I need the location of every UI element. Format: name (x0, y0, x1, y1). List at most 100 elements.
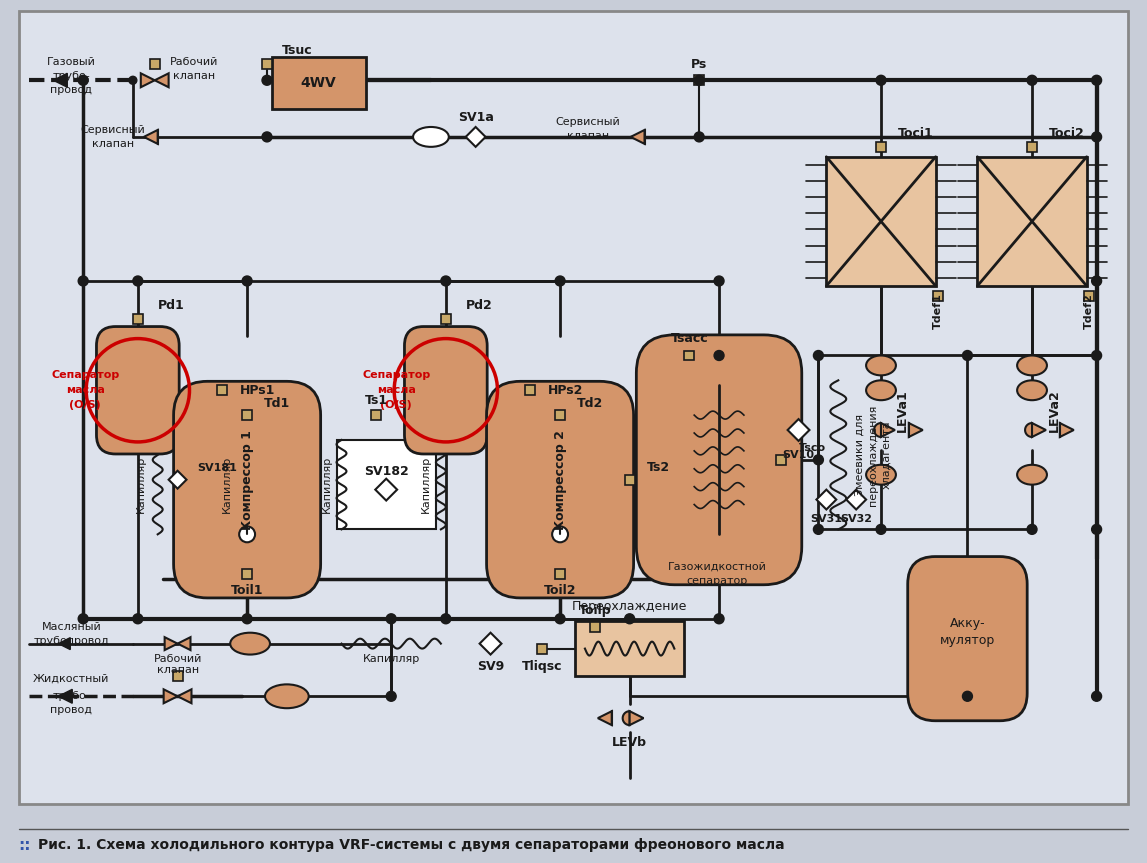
Polygon shape (155, 73, 169, 87)
Circle shape (715, 277, 723, 285)
Circle shape (877, 76, 885, 85)
Bar (242, 410, 252, 420)
Bar (694, 75, 704, 85)
Circle shape (1092, 350, 1101, 361)
Bar (172, 671, 182, 682)
Text: клапан: клапан (567, 131, 609, 141)
Circle shape (440, 614, 451, 624)
Circle shape (1093, 526, 1101, 533)
Bar (933, 291, 943, 301)
Text: Toil2: Toil2 (544, 584, 576, 597)
Text: провод: провод (50, 85, 92, 95)
Text: Toci1: Toci1 (898, 128, 934, 141)
Polygon shape (908, 423, 922, 437)
Text: масла: масла (65, 385, 104, 395)
Circle shape (387, 691, 396, 702)
Ellipse shape (1017, 465, 1047, 485)
Polygon shape (178, 637, 190, 650)
Bar (133, 314, 142, 324)
Text: LEVb: LEVb (612, 736, 647, 749)
Circle shape (556, 614, 564, 623)
Text: Pd2: Pd2 (466, 299, 492, 312)
Text: Tdef2: Tdef2 (1084, 293, 1093, 329)
Circle shape (813, 455, 824, 465)
Bar (575, 620, 685, 677)
Circle shape (133, 276, 142, 286)
FancyBboxPatch shape (637, 335, 802, 585)
Text: (O/S): (O/S) (381, 400, 412, 410)
Bar (685, 350, 694, 361)
Ellipse shape (265, 684, 309, 709)
Text: мулятор: мулятор (939, 634, 996, 647)
Ellipse shape (1017, 381, 1047, 400)
Circle shape (552, 526, 568, 542)
Circle shape (262, 75, 272, 85)
Text: Капилляр: Капилляр (421, 456, 431, 513)
Text: HPs2: HPs2 (548, 384, 584, 397)
Bar (876, 142, 885, 152)
Text: Toil1: Toil1 (231, 584, 264, 597)
Polygon shape (623, 711, 630, 725)
Text: Рабочий: Рабочий (170, 58, 219, 67)
Polygon shape (164, 690, 178, 703)
Text: SV1a: SV1a (458, 110, 493, 123)
Polygon shape (178, 690, 192, 703)
Text: Капилляр: Капилляр (135, 456, 146, 513)
Text: клапан: клапан (173, 72, 216, 81)
Ellipse shape (866, 356, 896, 375)
Text: Газовый: Газовый (47, 58, 95, 67)
Bar (336, 440, 436, 529)
Text: Сепаратор: Сепаратор (50, 370, 119, 381)
Text: Td1: Td1 (264, 397, 290, 410)
Polygon shape (1032, 423, 1046, 437)
Text: Ts1: Ts1 (365, 394, 388, 406)
Polygon shape (631, 130, 645, 144)
Circle shape (134, 277, 142, 285)
Circle shape (1028, 76, 1036, 85)
Text: Переохлаждение: Переохлаждение (572, 601, 687, 614)
Circle shape (715, 351, 723, 360)
Text: Tdef1: Tdef1 (933, 293, 943, 329)
Text: ::: :: (18, 838, 31, 853)
Circle shape (388, 614, 396, 623)
Bar (372, 410, 381, 420)
Text: Toilp: Toilp (578, 604, 611, 617)
Polygon shape (141, 73, 155, 87)
Circle shape (695, 133, 703, 141)
Circle shape (240, 526, 255, 542)
Polygon shape (169, 470, 187, 488)
Text: Компрессор 1: Компрессор 1 (241, 430, 253, 530)
Text: Рабочий: Рабочий (154, 653, 202, 664)
Circle shape (876, 525, 885, 534)
Text: сепаратор: сепаратор (686, 576, 748, 586)
Bar (775, 455, 786, 465)
Circle shape (387, 614, 396, 624)
Text: Акку-: Акку- (950, 617, 985, 630)
Ellipse shape (413, 127, 448, 147)
Polygon shape (58, 638, 70, 650)
Circle shape (556, 277, 564, 285)
Circle shape (813, 525, 824, 534)
Circle shape (1027, 75, 1037, 85)
Text: Сервисный: Сервисный (80, 125, 146, 135)
Polygon shape (881, 423, 895, 437)
Text: Tsuc: Tsuc (282, 44, 312, 57)
Circle shape (814, 351, 822, 360)
Circle shape (555, 614, 565, 624)
Circle shape (963, 351, 972, 360)
Circle shape (440, 276, 451, 286)
Bar (217, 385, 227, 395)
Text: Капилляр: Капилляр (223, 456, 232, 513)
Bar (555, 569, 565, 579)
Polygon shape (165, 637, 178, 650)
Text: SV181: SV181 (197, 463, 237, 473)
Circle shape (263, 133, 271, 141)
FancyBboxPatch shape (173, 381, 321, 598)
Polygon shape (58, 690, 72, 703)
Circle shape (1093, 351, 1101, 360)
Circle shape (625, 614, 634, 624)
Text: SV32: SV32 (840, 514, 872, 525)
Text: LEVa2: LEVa2 (1047, 388, 1060, 432)
Text: Компрессор 2: Компрессор 2 (554, 430, 567, 530)
Text: Tliqsc: Tliqsc (522, 660, 562, 673)
